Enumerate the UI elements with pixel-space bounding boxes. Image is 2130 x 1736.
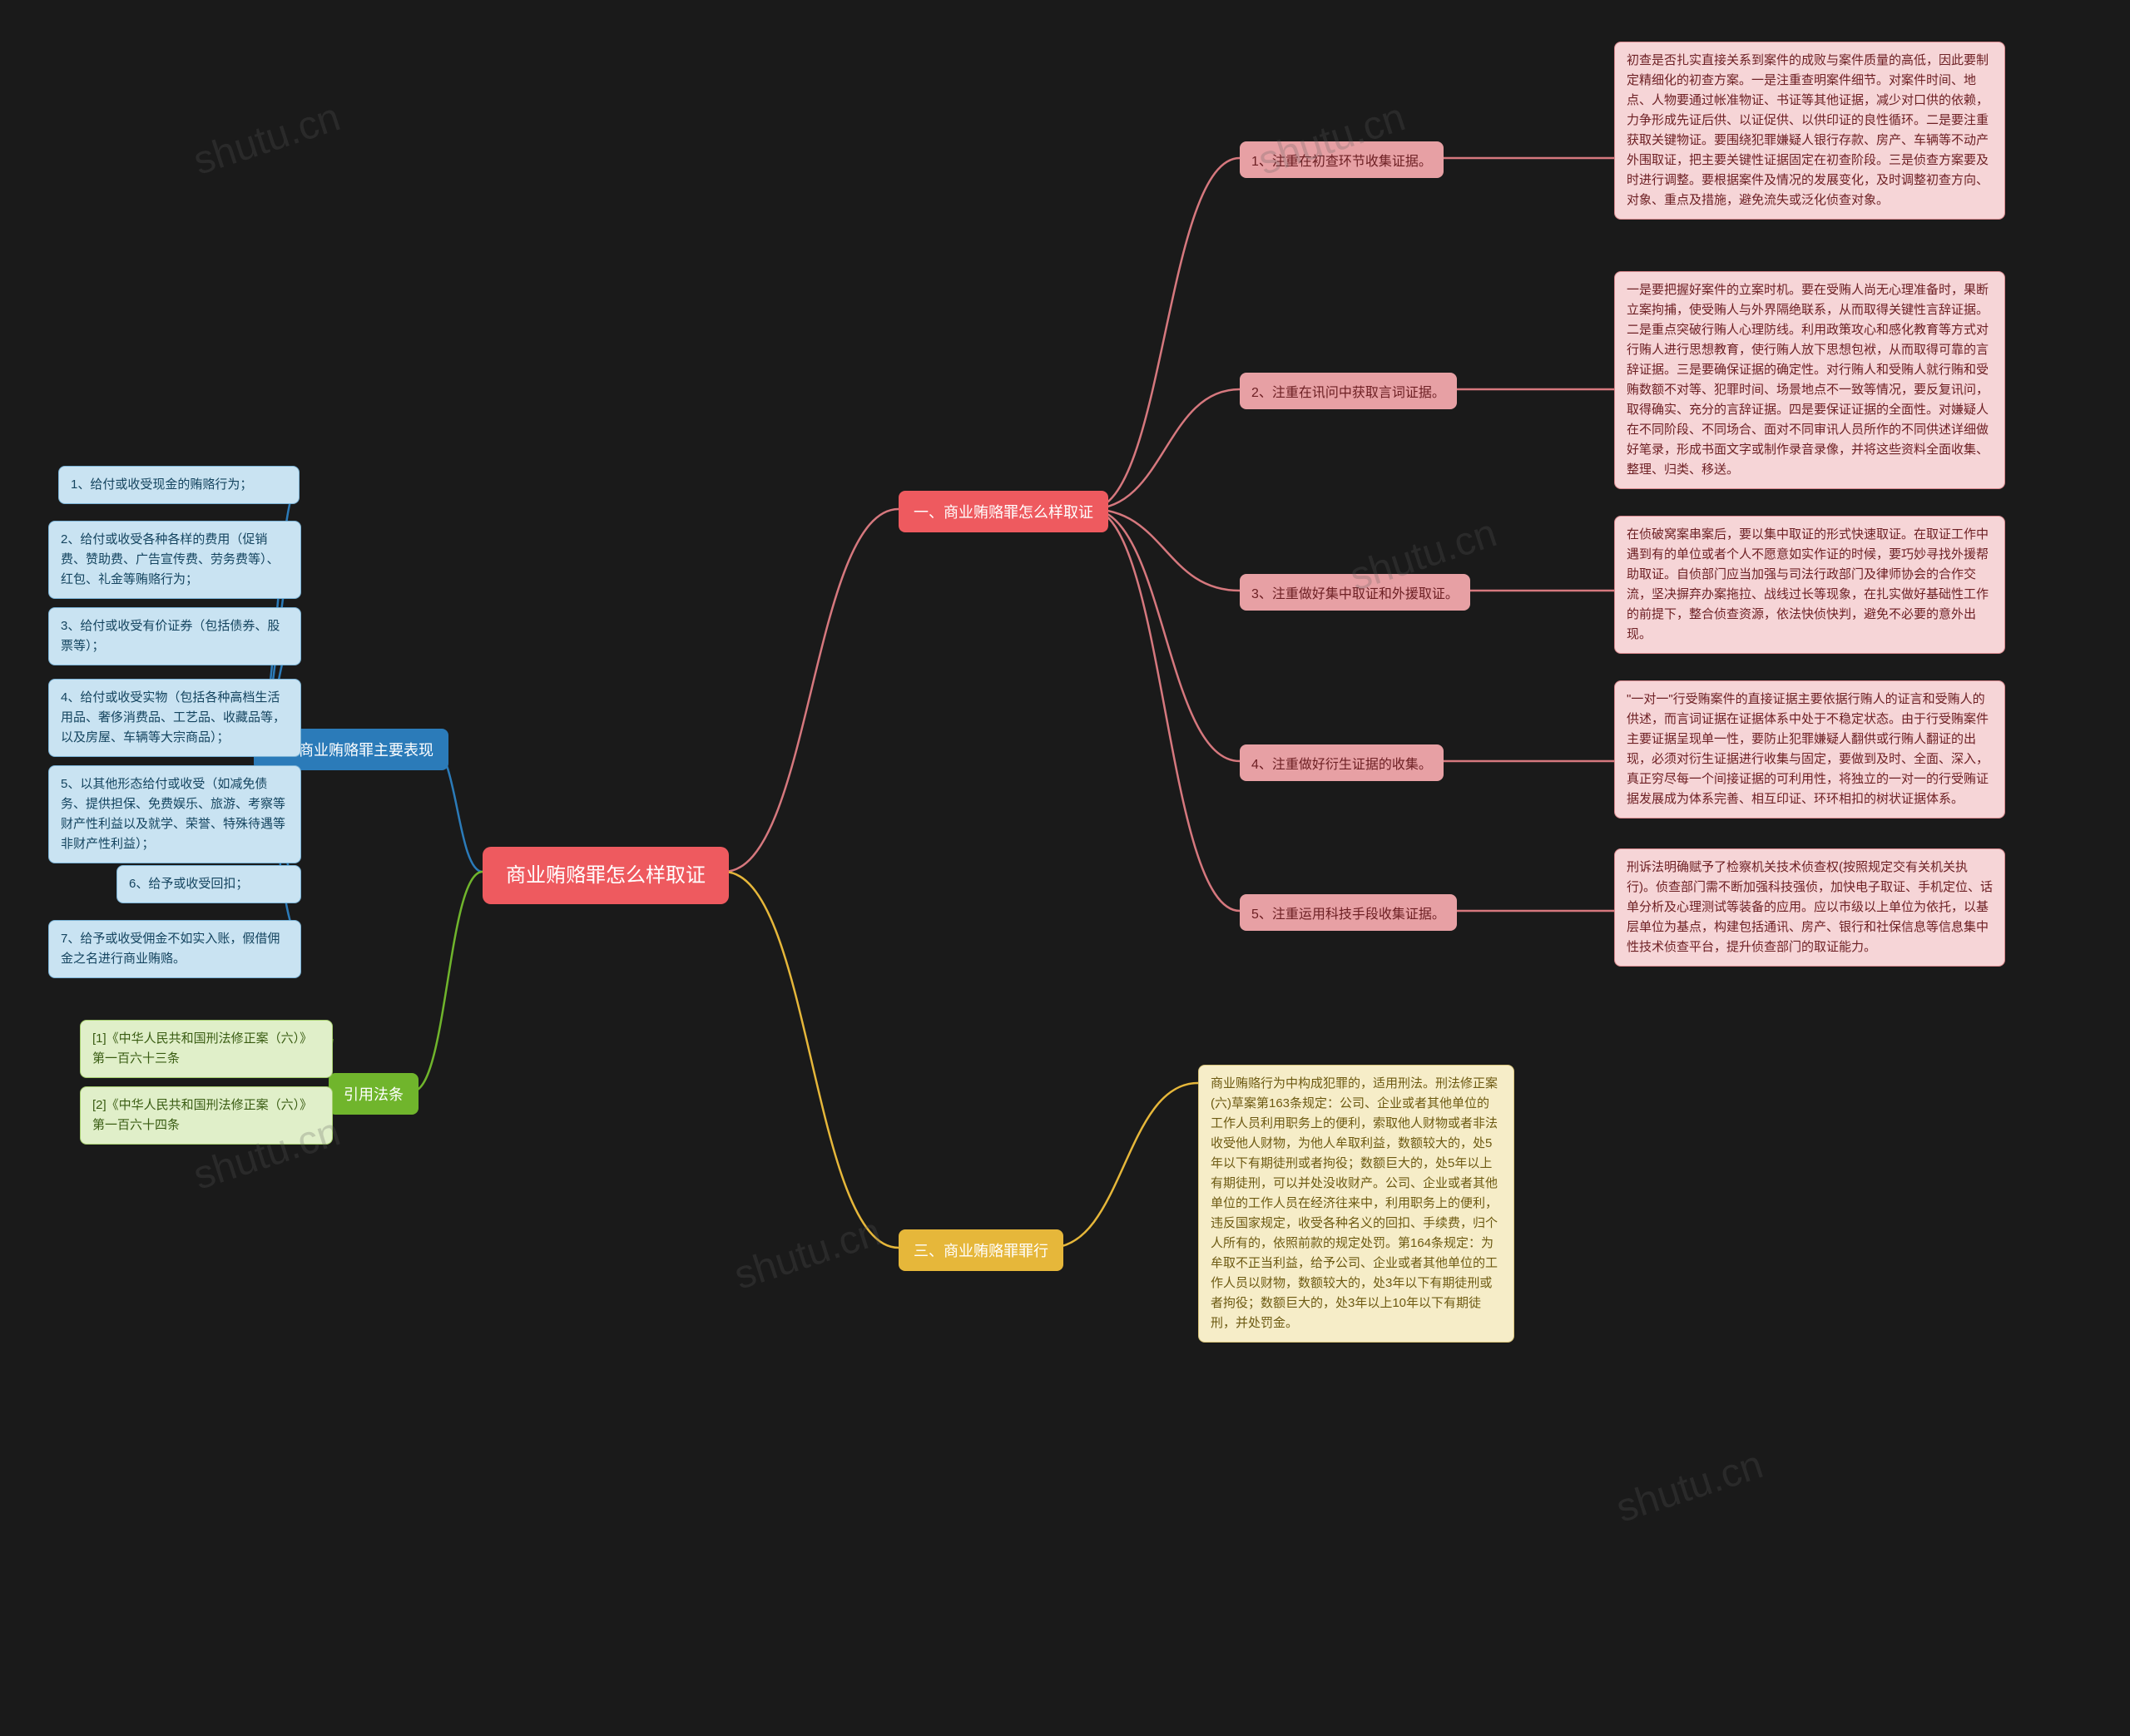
- leaf-node: 3、给付或收受有价证券（包括债券、股票等）；: [48, 607, 301, 665]
- leaf-node: 在侦破窝案串案后，要以集中取证的形式快速取证。在取证工作中遇到有的单位或者个人不…: [1614, 516, 2005, 654]
- sub-node: 5、注重运用科技手段收集证据。: [1240, 894, 1457, 931]
- leaf-node: [2]《中华人民共和国刑法修正案（六）》第一百六十四条: [80, 1086, 333, 1145]
- sub-node: 4、注重做好衍生证据的收集。: [1240, 744, 1444, 781]
- sub-node: 3、注重做好集中取证和外援取证。: [1240, 574, 1470, 611]
- leaf-node: "一对一"行受贿案件的直接证据主要依据行贿人的证言和受贿人的供述，而言词证据在证…: [1614, 680, 2005, 819]
- leaf-node: 7、给予或收受佣金不如实入账，假借佣金之名进行商业贿赂。: [48, 920, 301, 978]
- branch-label: 引用法条: [329, 1073, 419, 1115]
- leaf-node: 商业贿赂行为中构成犯罪的，适用刑法。刑法修正案(六)草案第163条规定：公司、企…: [1198, 1065, 1514, 1343]
- leaf-node: 5、以其他形态给付或收受（如减免债务、提供担保、免费娱乐、旅游、考察等财产性利益…: [48, 765, 301, 863]
- leaf-node: 一是要把握好案件的立案时机。要在受贿人尚无心理准备时，果断立案拘捕，使受贿人与外…: [1614, 271, 2005, 489]
- sub-node: 1、注重在初查环节收集证据。: [1240, 141, 1444, 178]
- root-node: 商业贿赂罪怎么样取证: [483, 847, 729, 904]
- leaf-node: 2、给付或收受各种各样的费用（促销费、赞助费、广告宣传费、劳务费等）、红包、礼金…: [48, 521, 301, 599]
- branch-label: 三、商业贿赂罪罪行: [899, 1229, 1063, 1271]
- leaf-node: [1]《中华人民共和国刑法修正案（六）》第一百六十三条: [80, 1020, 333, 1078]
- leaf-node: 4、给付或收受实物（包括各种高档生活用品、奢侈消费品、工艺品、收藏品等，以及房屋…: [48, 679, 301, 757]
- branch-label: 一、商业贿赂罪怎么样取证: [899, 491, 1108, 532]
- leaf-node: 初查是否扎实直接关系到案件的成败与案件质量的高低，因此要制定精细化的初查方案。一…: [1614, 42, 2005, 220]
- leaf-node: 刑诉法明确赋予了检察机关技术侦查权(按照规定交有关机关执行)。侦查部门需不断加强…: [1614, 848, 2005, 967]
- leaf-node: 6、给予或收受回扣；: [116, 865, 301, 903]
- sub-node: 2、注重在讯问中获取言词证据。: [1240, 373, 1457, 409]
- leaf-node: 1、给付或收受现金的贿赂行为；: [58, 466, 300, 504]
